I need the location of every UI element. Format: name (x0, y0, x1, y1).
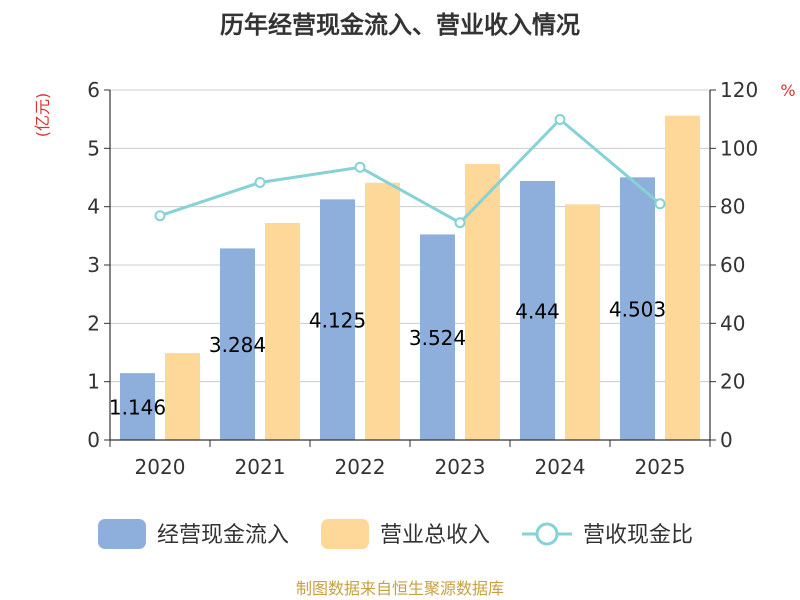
revenue-bar[interactable] (565, 204, 600, 440)
x-tick-label: 2025 (635, 455, 686, 479)
right-tick-label: 120 (720, 78, 758, 102)
data-source-note: 制图数据来自恒生聚源数据库 (296, 579, 504, 598)
bar-value-label: 4.503 (609, 298, 666, 322)
right-tick-label: 60 (720, 253, 745, 277)
right-tick-label: 40 (720, 311, 745, 335)
bar-value-label: 4.44 (515, 300, 560, 324)
data-labels: 1.146 3.284 4.125 3.524 4.44 4.503 (109, 298, 666, 420)
cash-inflow-bar[interactable] (620, 177, 655, 440)
right-tick-label: 80 (720, 195, 745, 219)
cash-inflow-bar[interactable] (420, 234, 455, 440)
legend-marker-ratio (535, 522, 559, 546)
left-tick-label: 3 (87, 253, 100, 277)
bar-value-label: 1.146 (109, 396, 166, 420)
left-tick-label: 4 (87, 195, 100, 219)
cash-inflow-bar[interactable] (520, 181, 555, 440)
revenue-bar[interactable] (265, 223, 300, 440)
cash-inflow-bar[interactable] (120, 373, 155, 440)
left-tick-label: 0 (87, 428, 100, 452)
legend-swatch-cash-inflow (98, 519, 146, 549)
ratio-point[interactable] (154, 210, 166, 222)
left-tick-label: 1 (87, 370, 100, 394)
bar-value-label: 4.125 (309, 309, 366, 333)
grid-lines (110, 89, 710, 383)
ratio-point[interactable] (554, 113, 566, 125)
ratio-point[interactable] (454, 217, 466, 229)
x-tick-label: 2023 (435, 455, 486, 479)
x-tick-label: 2022 (335, 455, 386, 479)
legend-label-revenue: 营业总收入 (380, 523, 490, 548)
right-tick-label: 20 (720, 370, 745, 394)
revenue-bar[interactable] (165, 353, 200, 440)
legend-label-cash-inflow: 经营现金流入 (157, 523, 289, 548)
x-tick-label: 2024 (535, 455, 586, 479)
revenue-bar[interactable] (665, 115, 700, 441)
left-axis-unit: (亿元) (33, 93, 52, 138)
legend[interactable]: 经营现金流入 营业总收入 营收现金比 (98, 519, 693, 549)
cash-inflow-bar[interactable] (220, 248, 255, 440)
ratio-point[interactable] (654, 198, 666, 210)
revenue-bar[interactable] (365, 182, 400, 440)
ratio-line-series (154, 113, 666, 229)
x-tick-label: 2020 (135, 455, 186, 479)
bars (120, 115, 700, 441)
legend-label-ratio: 营收现金比 (583, 523, 693, 548)
ratio-point[interactable] (354, 161, 366, 173)
chart-title: 历年经营现金流入、营业收入情况 (220, 11, 580, 39)
revenue-bar[interactable] (465, 164, 500, 441)
left-tick-label: 2 (87, 311, 100, 335)
cash-inflow-bar[interactable] (320, 199, 355, 440)
left-tick-label: 6 (87, 78, 100, 102)
left-tick-label: 5 (87, 136, 100, 160)
ratio-point[interactable] (254, 176, 266, 188)
x-tick-label: 2021 (235, 455, 286, 479)
right-tick-label: 0 (720, 428, 733, 452)
right-tick-label: 100 (720, 136, 758, 160)
right-axis-unit: % (780, 81, 795, 100)
ratio-line (159, 117, 661, 225)
legend-swatch-revenue (321, 519, 369, 549)
bar-value-label: 3.284 (209, 333, 266, 357)
bar-value-label: 3.524 (409, 326, 466, 350)
